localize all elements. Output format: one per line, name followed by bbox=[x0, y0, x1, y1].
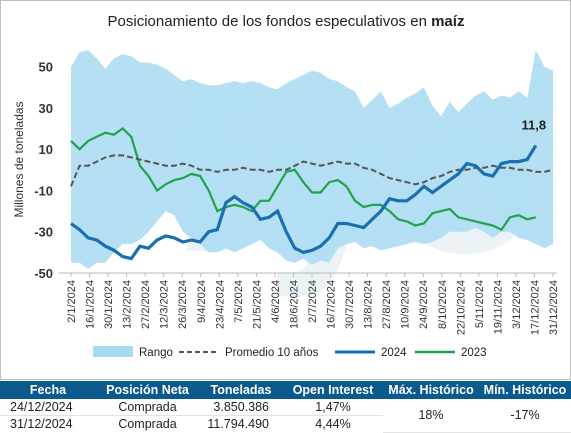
table-row: 24/12/2024 Comprada 3.850.386 1,47% 18% … bbox=[0, 399, 571, 433]
table-row: 31/12/2024 Comprada 11.794.490 4,44% bbox=[0, 416, 571, 433]
legend-2023-label: 2023 bbox=[461, 347, 487, 359]
x-tick-label: 16/1/2024 bbox=[85, 280, 97, 329]
x-tick-label: 12/3/2024 bbox=[159, 280, 171, 329]
cell-open-interest: 1,47% bbox=[283, 399, 383, 416]
cell-min-historico: -17% bbox=[479, 399, 571, 433]
table-header-row: Fecha Posición Neta Toneladas Open Inter… bbox=[0, 381, 571, 399]
cell-posicion: Comprada bbox=[96, 399, 199, 416]
stats-table: Fecha Posición Neta Toneladas Open Inter… bbox=[0, 381, 571, 433]
header-toneladas: Toneladas bbox=[199, 381, 283, 399]
cell-open-interest: 4,44% bbox=[315, 417, 351, 431]
x-tick-label: 10/9/2024 bbox=[400, 280, 412, 329]
header-min-historico: Mín. Histórico bbox=[479, 381, 571, 399]
cell-fecha: 31/12/2024 bbox=[10, 417, 73, 431]
series-2024-line bbox=[70, 144, 538, 261]
y-tick-label: -30 bbox=[34, 225, 53, 240]
x-tick-label: 2/7/2024 bbox=[307, 280, 319, 323]
x-tick-label: 4/6/2024 bbox=[270, 280, 282, 323]
legend-rango-label: Rango bbox=[139, 347, 173, 359]
end-value-label: 11,8 bbox=[521, 117, 546, 132]
y-tick-label: 10 bbox=[39, 142, 53, 157]
y-axis-label: Millones de toneladas bbox=[12, 101, 26, 217]
x-tick-label: 26/3/2024 bbox=[177, 280, 189, 329]
cell-fecha: 24/12/2024 bbox=[0, 399, 96, 416]
x-tick-label: 30/7/2024 bbox=[344, 280, 356, 329]
x-tick-label: 30/1/2024 bbox=[103, 280, 115, 329]
legend-rango-swatch bbox=[93, 346, 133, 357]
x-tick-label: 22/10/2024 bbox=[455, 280, 467, 335]
cell-posicion: Comprada bbox=[118, 417, 177, 431]
x-tick-label: 18/6/2024 bbox=[288, 280, 300, 329]
series-promedio-line bbox=[70, 154, 554, 187]
y-tick-label: -50 bbox=[34, 266, 53, 281]
series-2023-line bbox=[70, 127, 537, 232]
cell-max-historico: 18% bbox=[383, 399, 479, 433]
x-tick-label: 13/2/2024 bbox=[122, 280, 134, 329]
chart-title-prefix: Posicionamiento de los fondos especulati… bbox=[108, 13, 432, 30]
cell-toneladas: 11.794.490 bbox=[207, 417, 269, 431]
chart-title-emphasis: maíz bbox=[431, 13, 464, 30]
x-tick-label: 9/4/2024 bbox=[196, 280, 208, 323]
chart-title: Posicionamiento de los fondos especulati… bbox=[108, 13, 465, 30]
x-tick-label: 27/8/2024 bbox=[381, 280, 393, 329]
x-tick-label: 21/5/2024 bbox=[251, 280, 263, 329]
cell-toneladas: 3.850.386 bbox=[199, 399, 283, 416]
x-tick-label: 31/12/2024 bbox=[548, 280, 560, 335]
legend-2024-label: 2024 bbox=[381, 347, 407, 359]
header-open-interest: Open Interest bbox=[283, 381, 383, 399]
header-posicion-neta: Posición Neta bbox=[96, 381, 199, 399]
x-tick-label: 16/7/2024 bbox=[326, 280, 338, 329]
x-tick-label: 8/10/2024 bbox=[437, 280, 449, 329]
y-tick-label: 50 bbox=[39, 60, 53, 75]
x-tick-label: 19/11/2024 bbox=[492, 280, 504, 334]
x-tick-label: 5/11/2024 bbox=[474, 280, 486, 328]
chart-svg: Posicionamiento de los fondos especulati… bbox=[12, 13, 560, 359]
x-tick-label: 23/4/2024 bbox=[214, 280, 226, 329]
x-tick-label: 24/9/2024 bbox=[418, 280, 430, 329]
x-tick-label: 13/8/2024 bbox=[363, 280, 375, 329]
header-max-historico: Máx. Histórico bbox=[383, 381, 479, 399]
header-fecha: Fecha bbox=[0, 381, 96, 399]
x-tick-label: 3/12/2024 bbox=[511, 280, 523, 329]
x-tick-label: 17/12/2024 bbox=[529, 280, 541, 335]
x-tick-label: 2/1/2024 bbox=[66, 280, 78, 323]
legend: Rango Promedio 10 años 2024 2023 bbox=[93, 346, 487, 359]
y-tick-label: -10 bbox=[34, 183, 53, 198]
chart-frame: Posicionamiento de los fondos especulati… bbox=[0, 0, 571, 380]
x-tick-label: 7/5/2024 bbox=[233, 280, 245, 323]
x-tick-label: 27/2/2024 bbox=[140, 280, 152, 329]
legend-promedio-label: Promedio 10 años bbox=[225, 347, 319, 359]
y-tick-label: 30 bbox=[39, 101, 53, 116]
